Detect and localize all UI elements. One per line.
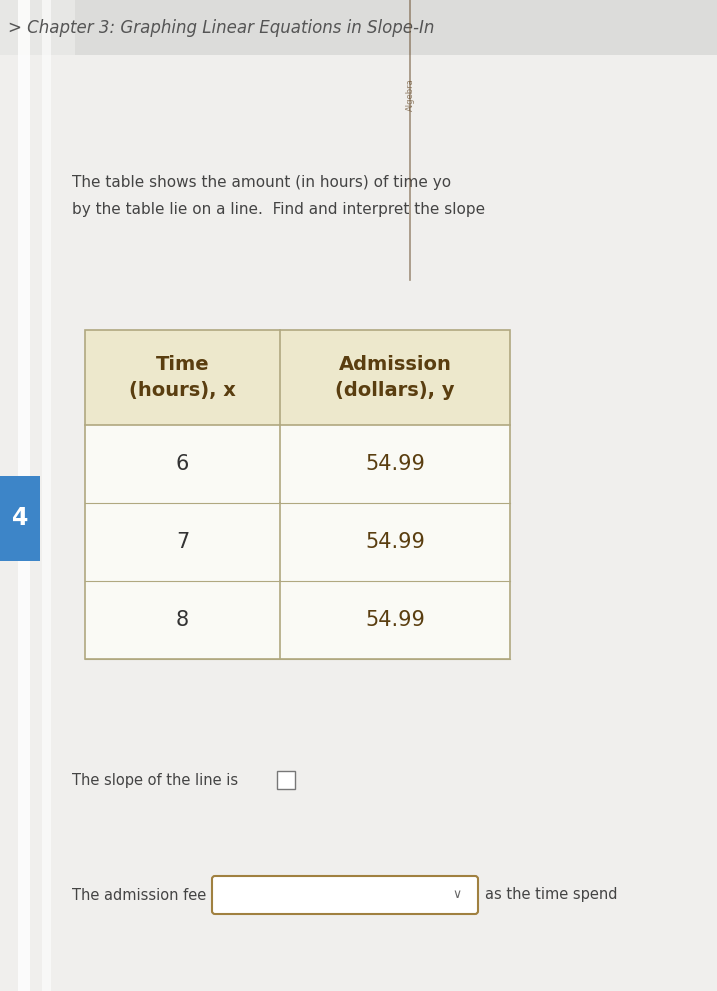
Text: 54.99: 54.99: [365, 610, 425, 630]
Text: Algebra: Algebra: [406, 78, 414, 111]
Bar: [42, 0, 51, 991]
Bar: [0, 0, 75, 991]
Bar: [85, 330, 510, 659]
Text: 54.99: 54.99: [365, 532, 425, 552]
Text: ∨: ∨: [452, 889, 462, 902]
Text: 6: 6: [176, 454, 189, 474]
Text: by the table lie on a line.  Find and interpret the slope: by the table lie on a line. Find and int…: [72, 202, 485, 217]
Text: The admission fee: The admission fee: [72, 888, 206, 903]
Text: as the time spend: as the time spend: [485, 888, 617, 903]
Text: > Chapter 3: Graphing Linear Equations in Slope-In: > Chapter 3: Graphing Linear Equations i…: [8, 19, 435, 37]
Text: 54.99: 54.99: [365, 454, 425, 474]
Text: 7: 7: [176, 532, 189, 552]
Bar: [85, 503, 510, 581]
Bar: [277, 771, 295, 789]
Bar: [18, 0, 30, 991]
Text: Time
(hours), x: Time (hours), x: [129, 355, 236, 400]
FancyBboxPatch shape: [212, 876, 478, 914]
Text: The slope of the line is: The slope of the line is: [72, 773, 243, 788]
Text: The table shows the amount (in hours) of time yo: The table shows the amount (in hours) of…: [72, 175, 451, 190]
Bar: [0, 476, 40, 561]
Bar: [85, 330, 510, 425]
Text: 4: 4: [11, 506, 28, 530]
Text: Admission
(dollars), y: Admission (dollars), y: [336, 355, 455, 400]
Text: 8: 8: [176, 610, 189, 630]
Bar: [85, 425, 510, 503]
Bar: [0, 0, 717, 55]
Bar: [85, 581, 510, 659]
